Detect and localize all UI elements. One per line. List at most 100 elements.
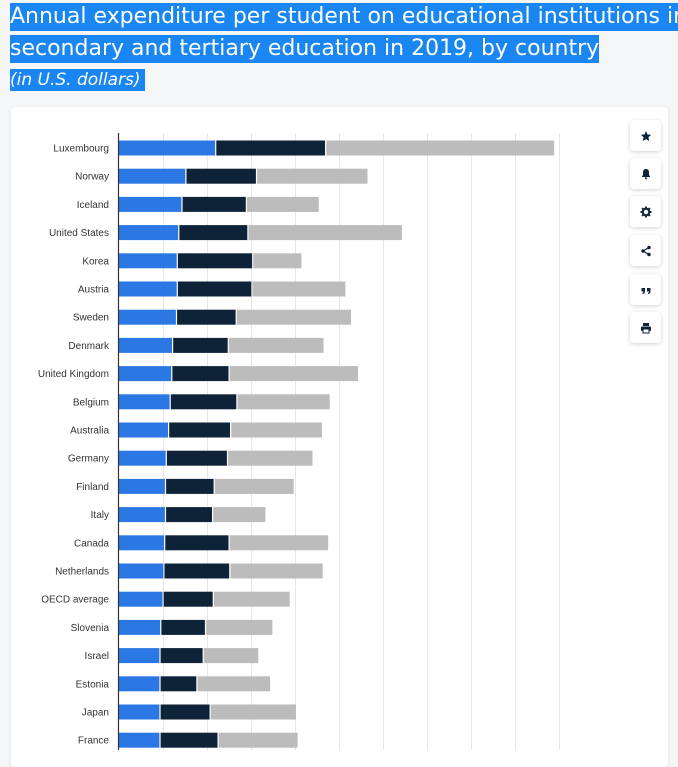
category-label: OECD average bbox=[41, 595, 109, 606]
share-icon bbox=[640, 245, 651, 256]
bar-segment bbox=[236, 309, 351, 325]
bar-segment bbox=[119, 676, 160, 692]
favorite-button[interactable] bbox=[630, 120, 661, 151]
bar-segment bbox=[231, 422, 322, 438]
bar-segment bbox=[161, 619, 205, 635]
bar-segment bbox=[172, 366, 229, 382]
bar-segment bbox=[119, 704, 160, 720]
star-icon bbox=[640, 130, 651, 141]
bar-segment bbox=[119, 478, 165, 494]
bar-segment bbox=[248, 225, 402, 241]
bar-segment bbox=[119, 337, 172, 353]
settings-button[interactable] bbox=[630, 196, 661, 227]
bar-segment bbox=[119, 196, 182, 212]
bar-segment bbox=[160, 704, 210, 720]
chart-title-line-1: Annual expenditure per student on educat… bbox=[10, 3, 678, 31]
bar-segment bbox=[206, 619, 273, 635]
category-label: Japan bbox=[82, 708, 109, 719]
category-label: Belgium bbox=[73, 397, 109, 408]
chart-title-block: Annual expenditure per student on educat… bbox=[10, 2, 678, 95]
bar-segment bbox=[179, 225, 248, 241]
category-label: United States bbox=[49, 228, 109, 239]
bar-segment bbox=[119, 309, 176, 325]
bar-segment bbox=[228, 337, 324, 353]
bar-segment bbox=[253, 253, 302, 269]
bar-segment bbox=[230, 563, 323, 579]
category-label: Iceland bbox=[77, 200, 109, 211]
bar-segment bbox=[252, 281, 346, 297]
bar-segment bbox=[257, 168, 368, 184]
bar-segment bbox=[197, 676, 271, 692]
category-label: Luxembourg bbox=[53, 144, 109, 155]
bar-segment bbox=[164, 563, 230, 579]
category-label: United Kingdom bbox=[38, 369, 109, 380]
bar-segment bbox=[216, 140, 325, 156]
bar-segment bbox=[182, 196, 246, 212]
category-label: Finland bbox=[76, 482, 109, 493]
bar-segment bbox=[160, 676, 197, 692]
bar-segment bbox=[166, 478, 214, 494]
bar-segment bbox=[218, 732, 298, 748]
bar-segment bbox=[119, 253, 177, 269]
category-label: Canada bbox=[74, 538, 109, 549]
category-label: Slovenia bbox=[71, 623, 110, 634]
bar-segment bbox=[214, 591, 290, 607]
share-button[interactable] bbox=[630, 235, 661, 266]
bar-chart: Luxembourg Norway Iceland United States Kore… bbox=[38, 133, 560, 750]
bar-segment bbox=[119, 140, 216, 156]
bar-segment bbox=[203, 648, 259, 664]
bar-segment bbox=[119, 394, 170, 410]
category-label: Germany bbox=[68, 454, 109, 465]
gear-icon bbox=[640, 206, 651, 217]
bar-segment bbox=[119, 732, 160, 748]
bar-segment bbox=[119, 507, 165, 523]
bar-segment bbox=[247, 196, 319, 212]
category-label: France bbox=[78, 736, 110, 747]
bar-segment bbox=[119, 422, 168, 438]
bar-segment bbox=[166, 450, 227, 466]
bar-segment bbox=[166, 507, 212, 523]
bar-segment bbox=[119, 168, 186, 184]
bar-segment bbox=[119, 281, 177, 297]
category-label: Australia bbox=[70, 426, 109, 437]
bar-segment bbox=[177, 253, 253, 269]
bar-segment bbox=[119, 366, 172, 382]
category-label: Israel bbox=[85, 651, 109, 662]
print-button[interactable] bbox=[630, 312, 661, 343]
bar-segment bbox=[163, 591, 213, 607]
bar-segment bbox=[210, 704, 296, 720]
bar-segment bbox=[177, 281, 252, 297]
bar-segment bbox=[119, 563, 164, 579]
bar-segment bbox=[186, 168, 256, 184]
bar-segment bbox=[237, 394, 330, 410]
category-label: Korea bbox=[82, 256, 109, 267]
print-icon bbox=[640, 322, 651, 333]
bar-segment bbox=[228, 450, 313, 466]
chart-subtitle: (in U.S. dollars) bbox=[10, 69, 145, 91]
cite-button[interactable] bbox=[630, 274, 661, 305]
bar-segment bbox=[229, 366, 358, 382]
category-label: Estonia bbox=[76, 679, 110, 690]
bar-segment bbox=[165, 535, 229, 551]
category-label: Netherlands bbox=[55, 567, 109, 578]
notification-button[interactable] bbox=[630, 158, 661, 189]
bar-segment bbox=[229, 535, 329, 551]
bar-segment bbox=[119, 450, 166, 466]
bar-segment bbox=[160, 648, 203, 664]
category-label: Denmark bbox=[68, 341, 110, 352]
category-label: Austria bbox=[78, 285, 110, 296]
quote-icon bbox=[641, 287, 650, 294]
category-label: Italy bbox=[91, 510, 109, 521]
bar-segment bbox=[177, 309, 236, 325]
bar-segment bbox=[119, 535, 165, 551]
bell-icon bbox=[641, 168, 650, 179]
category-label: Sweden bbox=[73, 313, 109, 324]
category-label: Norway bbox=[75, 172, 109, 183]
bar-segment bbox=[119, 619, 161, 635]
bar-segment bbox=[119, 225, 179, 241]
bar-segment bbox=[160, 732, 218, 748]
bar-segment bbox=[119, 591, 163, 607]
bar-segment bbox=[170, 394, 237, 410]
bar-segment bbox=[214, 478, 294, 494]
bar-segment bbox=[326, 140, 555, 156]
